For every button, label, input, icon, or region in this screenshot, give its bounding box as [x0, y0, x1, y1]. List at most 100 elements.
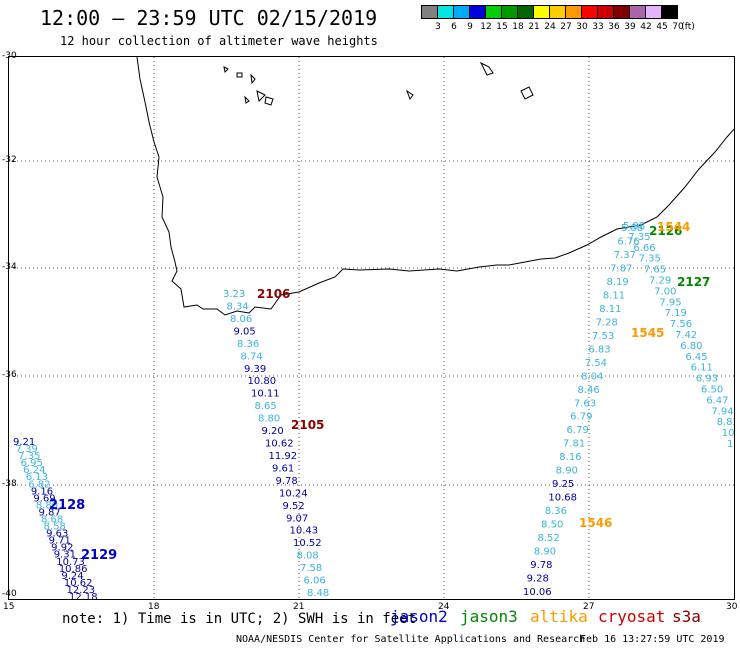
track-value: 6.50 [701, 385, 723, 396]
track-value: 8.90 [534, 547, 556, 558]
scale-swatch [597, 5, 614, 19]
track-value: 10.7 [722, 428, 735, 439]
track-value: 9.52 [283, 501, 305, 512]
track-value: 7.42 [675, 330, 697, 341]
scale-swatch [437, 5, 454, 19]
track-value: 9.24 [61, 571, 83, 582]
color-scale [421, 5, 678, 19]
satellite-legend-item: jason3 [460, 607, 518, 626]
track-value: 10.80 [248, 376, 277, 387]
track-time-label: 2129 [81, 548, 117, 563]
scale-label: 30 [576, 22, 588, 32]
track-value: 3.23 [223, 289, 245, 300]
latitude-label: -34 [2, 262, 17, 272]
track-value: 7.35 [628, 232, 650, 243]
track-time-label: 2105 [291, 418, 324, 432]
scale-swatch [565, 5, 582, 19]
track-value: 10.43 [290, 526, 319, 537]
latitude-label: -30 [2, 51, 17, 61]
track-value: 8.65 [255, 401, 277, 412]
track-value: 8.74 [241, 351, 263, 362]
track-value: 7.53 [592, 331, 614, 342]
track-value: 6.82 [28, 479, 50, 490]
scale-label: 18 [512, 22, 524, 32]
track-value: 9.16 [31, 486, 53, 497]
track-value: 8.06 [230, 314, 252, 325]
map-grid [9, 57, 734, 599]
track-value: 5.88 [621, 223, 643, 234]
track-value: 7.63 [574, 398, 596, 409]
track-value: 7.65 [644, 265, 666, 276]
latitude-label: -36 [2, 370, 17, 380]
longitude-label: 30 [726, 602, 738, 612]
page-title: 12:00 – 23:59 UTC 02/15/2019 [40, 6, 378, 30]
scale-swatch [629, 5, 646, 19]
track-value: 7.95 [659, 297, 681, 308]
track-value: 8.04 [581, 371, 603, 382]
track-time-label: 1544 [657, 220, 690, 234]
track-value: 8.46 [577, 385, 599, 396]
track-value: 9.25 [552, 479, 574, 490]
track-time-label: 2126 [649, 224, 682, 238]
scale-swatch [661, 5, 678, 19]
track-value: 7.39 [16, 444, 38, 455]
scale-label: 12 [480, 22, 492, 32]
track-value: 9.78 [530, 560, 552, 571]
footer-credit: NOAA/NESDIS Center for Satellite Applica… [236, 634, 586, 645]
scale-label: 39 [624, 22, 636, 32]
longitude-label: 24 [438, 602, 450, 612]
islands [223, 61, 534, 106]
track-value: 8.58 [44, 522, 66, 533]
track-value: 8.36 [237, 339, 259, 350]
scale-swatch [581, 5, 598, 19]
track-value: 9.28 [527, 574, 549, 585]
track-value: 7.56 [670, 319, 692, 330]
page-subtitle: 12 hour collection of altimeter wave hei… [60, 34, 378, 48]
satellite-legend-item: jason2 [390, 607, 448, 626]
scale-swatch [517, 5, 534, 19]
track-value: 10.06 [523, 587, 552, 598]
track-value: 8.16 [559, 452, 581, 463]
satellite-legend-item: cryosat [598, 607, 666, 626]
track-value: 7.87 [610, 263, 632, 274]
track-value: 6.45 [685, 352, 707, 363]
longitude-label: 21 [293, 602, 305, 612]
track-value: 6.83 [588, 344, 610, 355]
latitude-label: -40 [2, 589, 17, 599]
track-value: 6.13 [26, 472, 48, 483]
track-time-label: 2128 [49, 498, 85, 513]
scale-label: 3 [435, 22, 441, 32]
track-value: 9.07 [286, 513, 308, 524]
latitude-label: -32 [2, 155, 17, 165]
scale-swatch [421, 5, 438, 19]
track-value: 9.78 [276, 476, 298, 487]
scale-label: 6 [451, 22, 457, 32]
track-value: 9.71 [49, 536, 71, 547]
track-value: 6.11 [691, 363, 713, 374]
track-value: 8.90 [556, 466, 578, 477]
footer-timestamp: Feb 16 13:27:59 UTC 2019 [580, 634, 725, 645]
track-value: 9.63 [46, 529, 68, 540]
track-value: 8.82 [717, 417, 735, 428]
track-value: 9.92 [51, 543, 73, 554]
track-value: 6.80 [680, 341, 702, 352]
scale-label: 9 [467, 22, 473, 32]
track-value: 7.81 [563, 439, 585, 450]
track-value: 6.95 [21, 458, 43, 469]
track-value: 8.80 [36, 500, 58, 511]
track-value: 10.62 [265, 439, 294, 450]
scale-label: 36 [608, 22, 620, 32]
track-value: 8.08 [297, 551, 319, 562]
scale-swatch [613, 5, 630, 19]
altimeter-tracks: 3.238.348.069.058.368.749.3910.8010.118.… [13, 220, 735, 599]
latitude-label: -38 [2, 479, 17, 489]
scale-swatch [533, 5, 550, 19]
track-value: 7.37 [614, 250, 636, 261]
scale-swatch [501, 5, 518, 19]
track-value: 8.50 [541, 520, 563, 531]
scale-unit: (ft) [681, 22, 695, 32]
track-time-label: 2106 [257, 287, 290, 301]
track-value: 6.76 [617, 236, 639, 247]
track-value: 9.21 [13, 437, 35, 448]
scale-label: 27 [560, 22, 572, 32]
